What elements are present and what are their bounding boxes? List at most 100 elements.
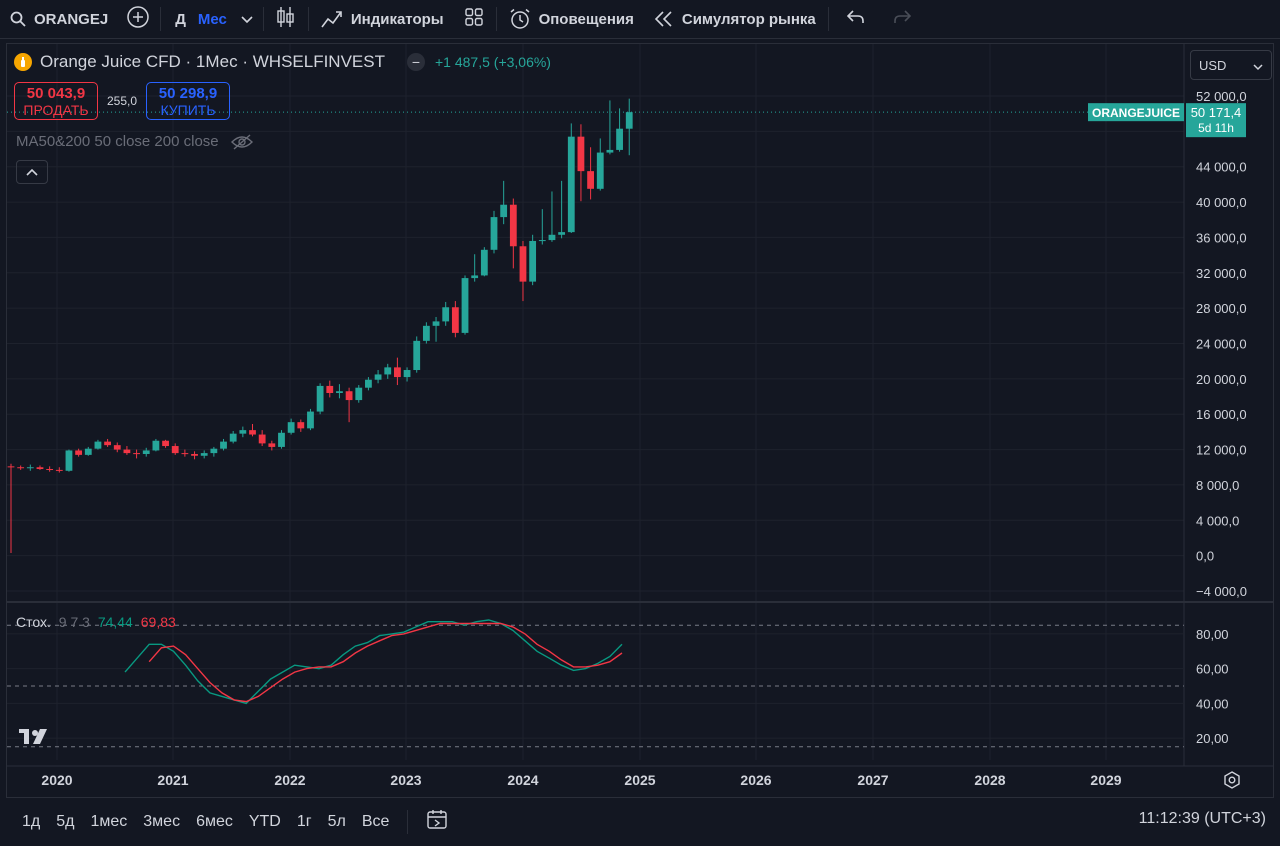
add-circle-icon	[126, 5, 150, 33]
candle	[596, 138, 604, 191]
range-button-1[interactable]: 5д	[56, 813, 75, 830]
range-button-4[interactable]: 6мес	[196, 813, 233, 830]
collapse-legend-button[interactable]	[16, 160, 48, 184]
candle-body	[394, 367, 401, 378]
candle	[451, 301, 459, 338]
range-button-6[interactable]: 1г	[296, 813, 312, 830]
candle-body	[384, 367, 392, 375]
candle	[26, 464, 34, 471]
candle	[548, 191, 556, 242]
candle	[413, 336, 421, 373]
range-button-5[interactable]: YTD	[248, 813, 281, 830]
alerts-button[interactable]: Оповещения	[499, 0, 644, 38]
candle-body	[442, 307, 450, 322]
candle-body	[55, 469, 63, 471]
candle-body	[123, 449, 131, 454]
candle	[258, 430, 266, 447]
time-axis: 2020 2021 2022 2023 2024 2025 2026 2027 2028 2029	[19, 729, 1240, 789]
candle-body	[500, 204, 508, 218]
candle-body	[461, 278, 469, 333]
stochastic-legend[interactable]: Стох. 9 7 3 74,44 69,83	[16, 614, 176, 630]
date-range-picker[interactable]	[407, 809, 450, 834]
search-icon	[10, 11, 26, 27]
candle	[490, 210, 498, 254]
stoch-params: 9 7 3	[58, 614, 90, 630]
toolbar-divider	[827, 7, 829, 31]
candle	[55, 467, 63, 473]
stoch-d-line	[148, 622, 623, 703]
candle-body	[7, 466, 15, 468]
replay-button[interactable]: Симулятор рынка	[644, 0, 826, 38]
ma-label: MA50&200 50 close 200 close	[16, 133, 219, 150]
interval-dropdown[interactable]	[233, 0, 261, 38]
candle-body	[113, 445, 121, 450]
stoch-tick-label: 80,00	[1196, 627, 1229, 642]
compare-button[interactable]	[118, 0, 158, 38]
candle	[558, 180, 566, 239]
undo-button[interactable]	[831, 0, 881, 38]
grid-lines	[7, 44, 1273, 767]
candle-body	[75, 450, 83, 455]
buy-button[interactable]: 50 298,9 КУПИТЬ	[146, 82, 230, 120]
stoch-d-value: 69,83	[140, 614, 176, 630]
candle	[422, 322, 430, 344]
eye-hidden-icon[interactable]	[230, 133, 253, 150]
buy-label: КУПИТЬ	[160, 102, 216, 118]
chart-container[interactable]: 52 000,0 44 000,0 40 000,0 36 000,0 32 000,0…	[6, 43, 1274, 798]
range-button-8[interactable]: Все	[361, 813, 390, 830]
interval-month-button[interactable]: Мес	[197, 10, 227, 28]
stoch-tick-label: 40,00	[1196, 696, 1229, 711]
range-button-3[interactable]: 3мес	[143, 813, 181, 830]
settings-icon[interactable]	[1224, 771, 1240, 789]
stoch-tick-label: 20,00	[1196, 731, 1229, 746]
time-tick-label: 2027	[857, 772, 888, 788]
clock-timezone[interactable]: 11:12:39 (UTC+3)	[1138, 810, 1266, 827]
candle	[17, 465, 25, 470]
candle	[94, 439, 102, 450]
candle-body	[239, 430, 247, 434]
indicators-button[interactable]: Индикаторы	[311, 0, 454, 38]
currency-selector[interactable]: USD	[1190, 50, 1272, 80]
redo-button[interactable]	[881, 0, 923, 38]
candle-body	[529, 240, 537, 282]
layouts-button[interactable]	[454, 0, 494, 38]
candle	[587, 147, 594, 200]
chart-svg[interactable]: 52 000,0 44 000,0 40 000,0 36 000,0 32 000,0…	[7, 44, 1273, 797]
symbol-search-button[interactable]: ORANGEJ	[0, 0, 118, 38]
candle	[567, 123, 575, 234]
candle	[200, 450, 208, 459]
price-tick-label: 36 000,0	[1196, 230, 1247, 245]
candle	[365, 377, 372, 391]
candle-body	[210, 448, 218, 454]
grid-icon	[464, 7, 484, 31]
logo-part	[33, 729, 47, 744]
candle	[355, 385, 363, 403]
ma-indicator-legend[interactable]: MA50&200 50 close 200 close	[16, 133, 253, 150]
candle-body	[94, 441, 102, 449]
candle	[461, 275, 469, 335]
chart-legend: Orange Juice CFD · 1Мес · WHSELFINVEST −…	[14, 52, 551, 72]
chevron-up-icon	[26, 163, 38, 181]
price-tick-label: 28 000,0	[1196, 301, 1247, 316]
range-button-7[interactable]: 5л	[327, 813, 346, 830]
candle	[500, 180, 508, 225]
candle-body	[490, 217, 498, 250]
minus-circle-icon[interactable]: −	[407, 53, 425, 71]
price-tick-label: 44 000,0	[1196, 160, 1247, 175]
candle	[278, 430, 285, 449]
sell-button[interactable]: 50 043,9 ПРОДАТЬ	[14, 82, 98, 120]
interval-day-button[interactable]: Д	[175, 10, 186, 28]
range-button-0[interactable]: 1д	[22, 813, 41, 830]
top-toolbar: ORANGEJ Д Мес Индикаторы Оповещения	[0, 0, 1280, 39]
orange-juice-icon	[14, 53, 32, 71]
candle	[46, 466, 54, 472]
candle	[529, 234, 537, 286]
chart-type-button[interactable]	[266, 0, 306, 38]
candle-body	[548, 234, 556, 241]
spread-value: 255,0	[106, 94, 138, 108]
candle	[84, 446, 92, 456]
trade-panel: 50 043,9 ПРОДАТЬ 255,0 50 298,9 КУПИТЬ	[14, 82, 230, 120]
toolbar-divider	[160, 7, 162, 31]
range-button-2[interactable]: 1мес	[90, 813, 128, 830]
range-buttons: 1д 5д 1мес 3мес 6мес YTD 1г 5л Все	[0, 813, 389, 831]
